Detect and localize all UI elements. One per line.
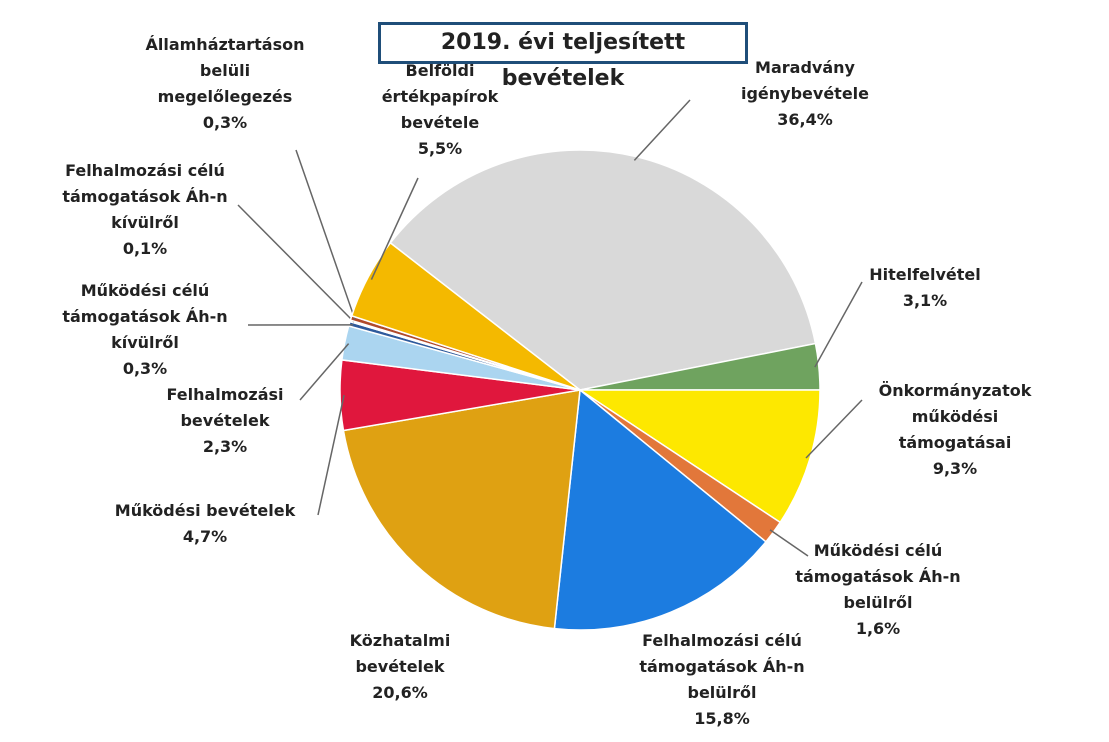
pie-slice bbox=[553, 388, 767, 631]
slice-label: Működési célú támogatások Áh-n belülről 1… bbox=[758, 538, 998, 642]
leader-line bbox=[299, 343, 350, 401]
pie-slice bbox=[342, 389, 581, 630]
leader-line bbox=[805, 399, 863, 459]
slice-name: Maradvány igénybevétele bbox=[740, 58, 870, 103]
slice-value: 3,1% bbox=[902, 291, 948, 310]
slice-name: Államháztartáson belüli megelőlegezés bbox=[145, 35, 305, 106]
slice-label: Felhalmozási célú támogatások Áh-n belül… bbox=[602, 628, 842, 732]
slice-label: Közhatalmi bevételek 20,6% bbox=[280, 628, 520, 706]
slice-name: Felhalmozási célú támogatások Áh-n belül… bbox=[639, 631, 805, 702]
slice-value: 0,3% bbox=[122, 359, 168, 378]
slice-label: Hitelfelvétel 3,1% bbox=[805, 262, 1045, 314]
slice-value: 1,6% bbox=[855, 619, 901, 638]
slice-value: 36,4% bbox=[777, 110, 833, 129]
pie-slice bbox=[577, 389, 821, 524]
leader-line bbox=[633, 99, 691, 161]
slice-value: 2,3% bbox=[202, 437, 248, 456]
leader-line bbox=[814, 281, 863, 368]
slice-value: 0,1% bbox=[122, 239, 168, 258]
leader-line bbox=[769, 529, 809, 557]
leader-line bbox=[370, 177, 419, 280]
slice-name: Működési bevételek bbox=[114, 501, 296, 520]
slice-name: Működési célú támogatások Áh-n belülről bbox=[795, 541, 961, 612]
slice-value: 15,8% bbox=[694, 709, 750, 728]
slice-name: Belföldi értékpapírok bevétele bbox=[381, 61, 499, 132]
chart-title: 2019. évi teljesített bevételek bbox=[378, 22, 748, 91]
slice-value: 0,3% bbox=[202, 113, 248, 132]
pie-slice bbox=[350, 241, 581, 391]
slice-label: Működési bevételek 4,7% bbox=[85, 498, 325, 550]
slice-label: Önkormányzatok működési támogatásai 9,3% bbox=[835, 378, 1075, 482]
slice-label: Maradvány igénybevétele 36,4% bbox=[685, 55, 925, 133]
slice-value: 20,6% bbox=[372, 683, 428, 702]
leader-line bbox=[237, 204, 355, 323]
pie-slice bbox=[389, 149, 817, 391]
slice-name: Működési célú támogatások Áh-n kívülről bbox=[62, 281, 228, 352]
slice-value: 9,3% bbox=[932, 459, 978, 478]
slice-name: Önkormányzatok működési támogatásai bbox=[878, 381, 1032, 452]
leader-line bbox=[295, 149, 356, 320]
slice-label: Működési célú támogatások Áh-n kívülről 0… bbox=[25, 278, 265, 382]
slice-label: Felhalmozási célú támogatások Áh-n kívül… bbox=[25, 158, 265, 262]
slice-label: Felhalmozási bevételek 2,3% bbox=[105, 382, 345, 460]
slice-label: Államháztartáson belüli megelőlegezés 0,3… bbox=[105, 32, 345, 136]
slice-value: 5,5% bbox=[417, 139, 463, 158]
leader-line bbox=[317, 395, 345, 516]
slice-label: Belföldi értékpapírok bevétele 5,5% bbox=[320, 58, 560, 162]
slice-name: Felhalmozási célú támogatások Áh-n kívül… bbox=[62, 161, 228, 232]
slice-name: Közhatalmi bevételek bbox=[349, 631, 451, 676]
slice-name: Hitelfelvétel bbox=[869, 265, 981, 284]
slice-value: 4,7% bbox=[182, 527, 228, 546]
slice-name: Felhalmozási bevételek bbox=[166, 385, 284, 430]
